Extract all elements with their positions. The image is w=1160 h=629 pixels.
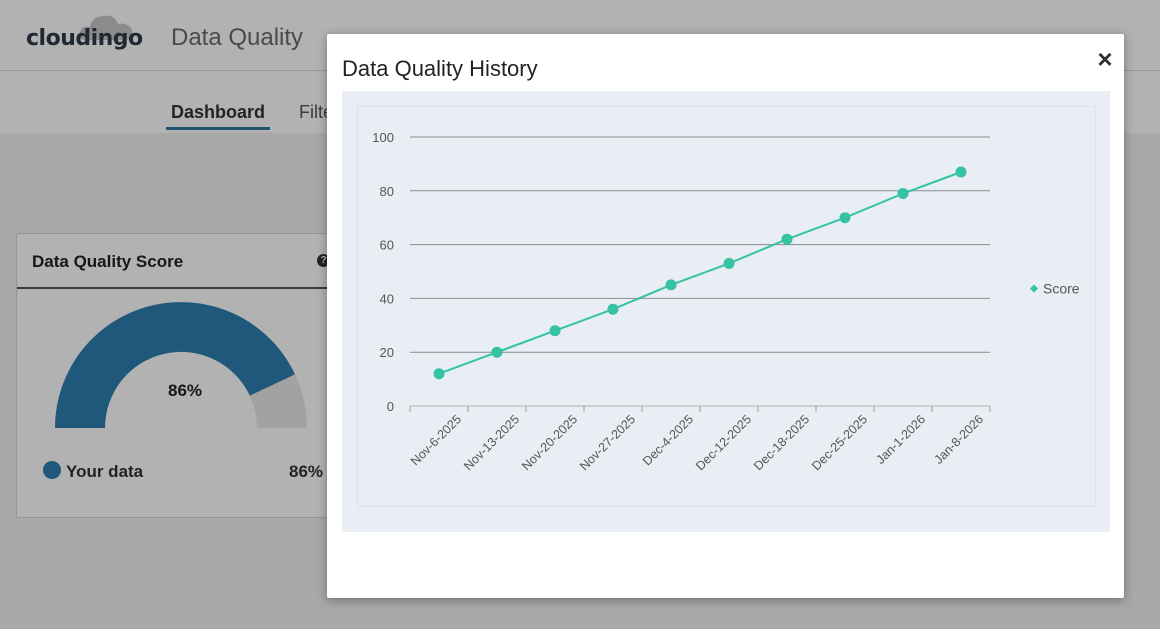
y-tick-label: 100 [372, 130, 394, 145]
y-tick-label: 20 [380, 345, 394, 360]
app-title: Data Quality [171, 24, 304, 51]
data-point [723, 257, 735, 269]
history-chart: 0 20 40 60 80 100 Nov-6-2025Nov-13-2025Nov-20-… [372, 130, 1080, 473]
modal-title: Data Quality History [342, 56, 538, 81]
x-tick-label: Nov-13-2025 [461, 412, 522, 473]
y-tick-label: 40 [380, 291, 394, 306]
data-point [433, 368, 445, 380]
data-point [781, 233, 793, 245]
data-point [607, 303, 619, 315]
x-tick-label: Nov-6-2025 [408, 412, 464, 468]
active-tab-indicator [166, 127, 270, 130]
data-point [955, 166, 967, 178]
tab-dashboard[interactable]: Dashboard [171, 102, 266, 122]
gauge-fill [55, 302, 295, 428]
data-point [839, 212, 851, 224]
chart-frame: 0 20 40 60 80 100 Nov-6-2025 Nov-13-2025 Nov-20-… [357, 106, 1096, 507]
x-tick-label: Nov-27-2025 [577, 412, 638, 473]
tab-filters[interactable]: Filte [299, 102, 334, 122]
legend-label: Score [1043, 281, 1080, 297]
logo[interactable]: cloudingo [26, 26, 143, 51]
y-tick-label: 0 [387, 399, 394, 414]
chart-panel: 0 20 40 60 80 100 Nov-6-2025 Nov-13-2025 Nov-20-… [342, 91, 1110, 532]
legend-marker-icon [1030, 284, 1038, 293]
x-tick-label: Nov-20-2025 [519, 412, 580, 473]
x-tick-label: Dec-25-2025 [809, 412, 870, 473]
card-title: Data Quality Score [32, 252, 184, 271]
data-point [665, 279, 677, 291]
legend-value: 86% [289, 462, 324, 481]
data-point [897, 188, 909, 199]
legend-label: Your data [66, 462, 144, 481]
data-point [549, 325, 561, 337]
card-header: Data Quality Score ? [17, 234, 347, 289]
series-line [438, 171, 962, 375]
x-tick-label: Dec-12-2025 [693, 412, 754, 473]
question-circle-icon[interactable]: ? [317, 254, 330, 267]
data-point [491, 346, 503, 358]
y-tick-label: 80 [380, 184, 394, 199]
score-gauge [55, 302, 307, 428]
x-tick-label: Jan-1-2026 [873, 412, 928, 467]
x-tick-label: Dec-18-2025 [751, 412, 812, 473]
close-button[interactable]: × [1097, 44, 1113, 74]
history-modal: Data Quality History × 0 20 40 60 80 100 Nov-6… [327, 34, 1124, 598]
y-tick-label: 60 [380, 238, 394, 253]
cloud-icon [79, 15, 133, 40]
data-quality-score-card: Data Quality Score ? 86% Your data 86% [16, 233, 348, 518]
x-tick-label: Jan-8-2026 [931, 412, 986, 467]
gauge-value: 86% [167, 381, 203, 400]
legend-dot [43, 461, 61, 479]
x-tick-label: Dec-4-2025 [640, 412, 696, 468]
